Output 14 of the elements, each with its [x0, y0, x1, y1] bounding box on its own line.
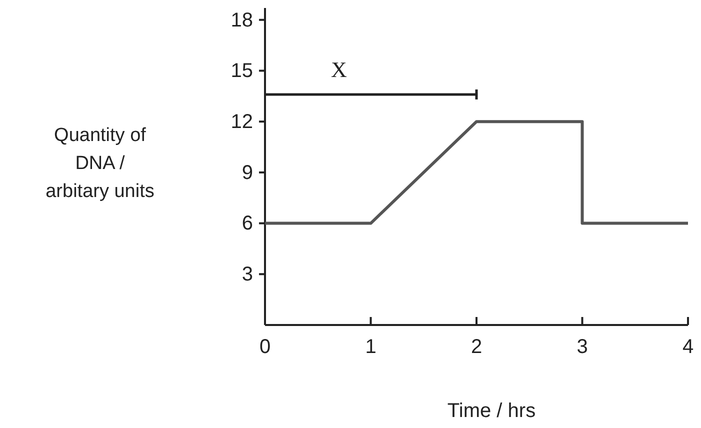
x-tick-label: 3 — [576, 336, 588, 358]
x-tick-label: 1 — [365, 336, 376, 358]
y-tick-label: 18 — [230, 9, 253, 32]
y-tick-label: 12 — [230, 110, 253, 133]
x-tick-label: 4 — [682, 336, 694, 358]
y-tick-label: 9 — [242, 162, 253, 184]
x-axis-title: Time / hrs — [447, 400, 536, 422]
y-tick-label: 6 — [242, 212, 253, 235]
y-tick-label: 3 — [242, 264, 253, 286]
y-tick-label: 15 — [230, 60, 253, 82]
x-tick-label: 0 — [259, 336, 271, 358]
annotation: X — [331, 57, 348, 82]
y-axis-title: Quantity of DNA / arbitary units — [46, 125, 154, 202]
x-tick-label: 2 — [470, 336, 482, 358]
